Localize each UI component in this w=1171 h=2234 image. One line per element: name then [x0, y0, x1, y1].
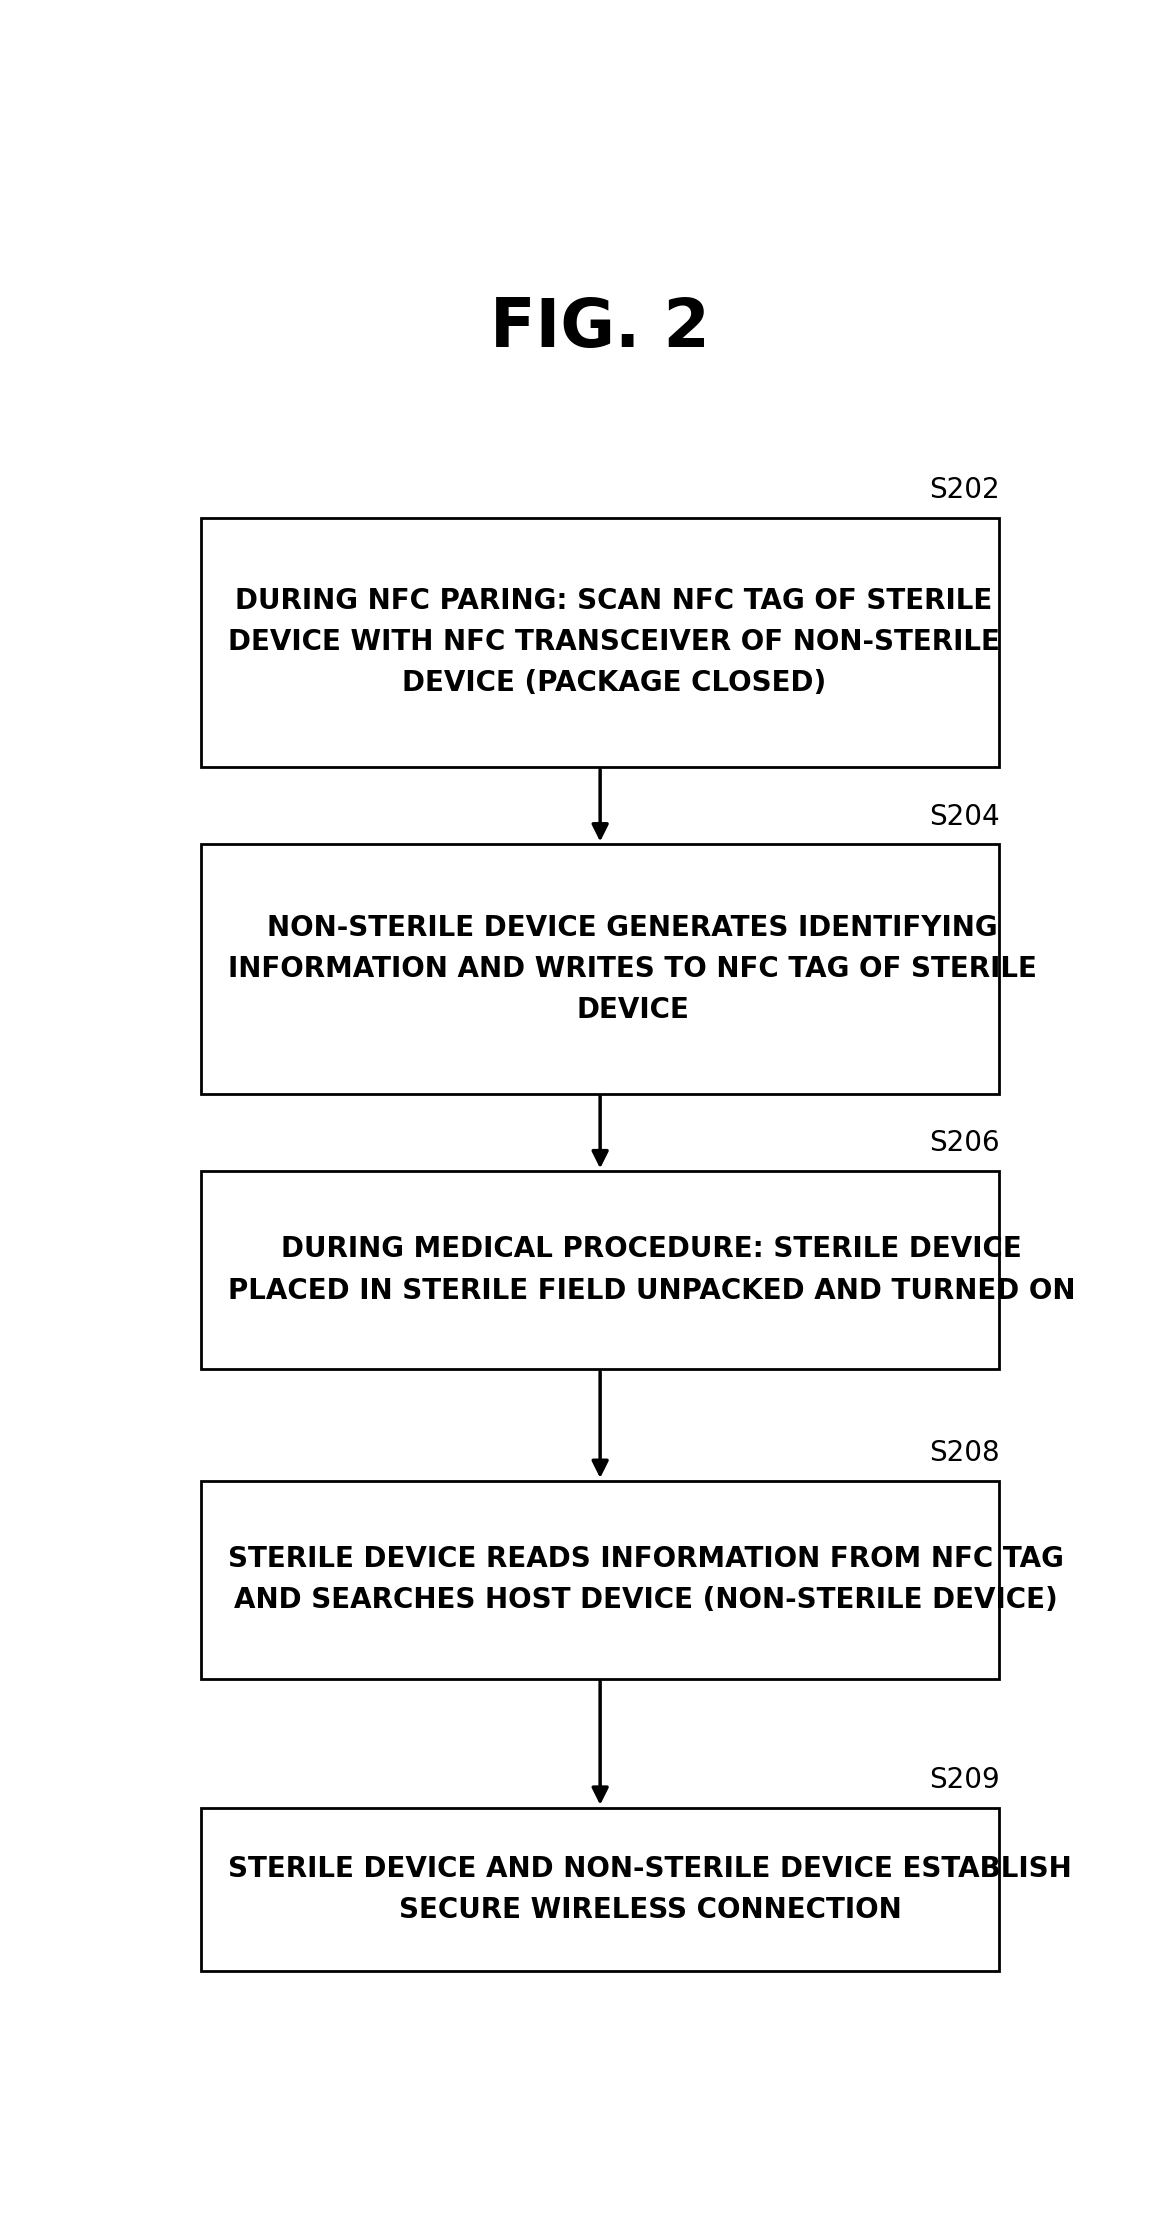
FancyBboxPatch shape [201, 1807, 1000, 1970]
Text: NON-STERILE DEVICE GENERATES IDENTIFYING
INFORMATION AND WRITES TO NFC TAG OF ST: NON-STERILE DEVICE GENERATES IDENTIFYING… [228, 914, 1038, 1023]
Text: S202: S202 [929, 476, 1000, 503]
Text: S208: S208 [929, 1439, 1000, 1468]
FancyBboxPatch shape [201, 1171, 1000, 1369]
Text: S204: S204 [929, 802, 1000, 831]
Text: S206: S206 [929, 1130, 1000, 1157]
Text: FIG. 2: FIG. 2 [491, 295, 710, 362]
Text: STERILE DEVICE READS INFORMATION FROM NFC TAG
AND SEARCHES HOST DEVICE (NON-STER: STERILE DEVICE READS INFORMATION FROM NF… [228, 1546, 1064, 1615]
Text: DURING MEDICAL PROCEDURE: STERILE DEVICE
PLACED IN STERILE FIELD UNPACKED AND TU: DURING MEDICAL PROCEDURE: STERILE DEVICE… [228, 1235, 1075, 1305]
Text: S209: S209 [929, 1765, 1000, 1794]
FancyBboxPatch shape [201, 518, 1000, 766]
FancyBboxPatch shape [201, 1481, 1000, 1678]
FancyBboxPatch shape [201, 844, 1000, 1095]
Text: STERILE DEVICE AND NON-STERILE DEVICE ESTABLISH
SECURE WIRELESS CONNECTION: STERILE DEVICE AND NON-STERILE DEVICE ES… [228, 1854, 1071, 1923]
Text: DURING NFC PARING: SCAN NFC TAG OF STERILE
DEVICE WITH NFC TRANSCEIVER OF NON-ST: DURING NFC PARING: SCAN NFC TAG OF STERI… [228, 588, 1000, 697]
